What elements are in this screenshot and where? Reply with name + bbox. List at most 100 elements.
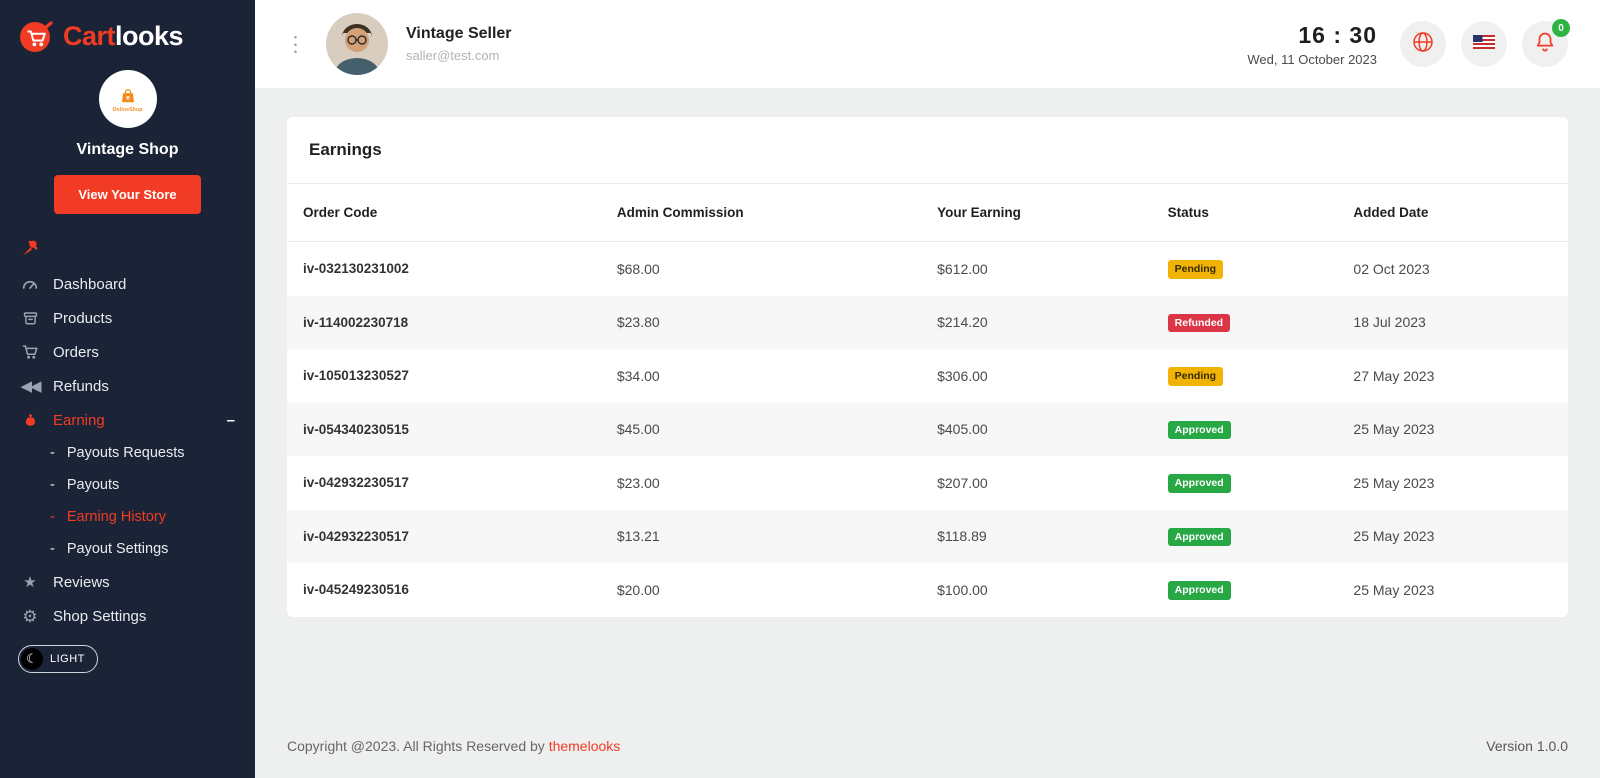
added-date-cell: 02 Oct 2023 [1353, 260, 1430, 277]
locale-flag-button[interactable] [1461, 21, 1507, 67]
sidebar-item-payouts[interactable]: Payouts [0, 469, 255, 501]
notifications-button[interactable]: 0 [1522, 19, 1570, 67]
your-earning-cell: $214.20 [937, 314, 988, 331]
shop-logo-text: OnlineShop [112, 106, 143, 113]
brand-name-primary: Cart [63, 20, 116, 51]
user-name: Vintage Seller [406, 25, 512, 42]
earnings-table-body: iv-032130231002 $68.00 $612.00 Pending 0… [287, 242, 1568, 617]
globe-icon [1411, 30, 1435, 59]
copyright-text: Copyright @2023. All Rights Reserved by [287, 738, 549, 754]
themelooks-link[interactable]: themelooks [548, 738, 621, 754]
shop-bag-icon: e [121, 88, 134, 102]
your-earning-cell: $612.00 [937, 260, 988, 277]
collapse-minus-icon[interactable]: – [226, 411, 235, 429]
sidebar-item-products[interactable]: Products [0, 301, 255, 335]
notification-count-badge: 0 [1552, 19, 1570, 37]
table-row: iv-032130231002 $68.00 $612.00 Pending 0… [287, 242, 1568, 296]
language-globe-button[interactable] [1400, 21, 1446, 67]
pushpin-icon[interactable] [20, 238, 40, 258]
main-column: ⋮ Vintage Seller saller@test.com 16 : 30… [255, 0, 1600, 778]
sidebar-item-earning-history[interactable]: Earning History [0, 501, 255, 533]
card-title: Earnings [287, 117, 1568, 184]
admin-commission-cell: $23.00 [616, 474, 660, 491]
table-row: iv-054340230515 $45.00 $405.00 Approved … [287, 402, 1568, 457]
sidebar-nav: Dashboard Products Orders ◀◀ Refunds [0, 267, 255, 633]
sub-item-label: Payouts Requests [66, 445, 185, 461]
added-date-cell: 25 May 2023 [1353, 474, 1435, 491]
order-code-cell: iv-042932230517 [303, 475, 409, 491]
admin-commission-cell: $13.21 [616, 528, 660, 545]
status-badge: Approved [1167, 420, 1231, 439]
col-admin-commission: Admin Commission [600, 184, 922, 242]
version-label: Version 1.0.0 [1486, 738, 1568, 754]
order-code-cell: iv-045249230516 [303, 582, 409, 598]
order-code-cell: iv-032130231002 [303, 261, 409, 277]
status-badge: Pending [1167, 260, 1224, 279]
admin-commission-cell: $23.80 [616, 314, 660, 331]
order-code-cell: iv-114002230718 [303, 314, 409, 330]
brand-name: Cartlooks [63, 20, 184, 52]
col-added-date: Added Date [1337, 184, 1568, 242]
sidebar-item-payout-settings[interactable]: Payout Settings [0, 533, 255, 565]
sidebar-item-label: Shop Settings [53, 607, 147, 625]
sidebar-item-label: Refunds [53, 377, 109, 395]
content: Earnings Order Code Admin Commission You… [255, 88, 1600, 720]
user-avatar[interactable] [326, 13, 388, 75]
sidebar-item-label: Dashboard [53, 275, 127, 293]
menu-toggle-icon[interactable]: ⋮ [285, 32, 306, 56]
sidebar-item-label: Orders [53, 343, 99, 361]
sidebar-item-refunds[interactable]: ◀◀ Refunds [0, 369, 255, 403]
sidebar-item-earning[interactable]: Earning – [0, 403, 255, 437]
brand-name-secondary: looks [115, 20, 184, 51]
added-date-cell: 27 May 2023 [1353, 367, 1435, 384]
sidebar-item-dashboard[interactable]: Dashboard [0, 267, 255, 301]
col-status: Status [1151, 184, 1338, 242]
status-cell: Pending [1152, 349, 1338, 403]
sidebar-item-shop-settings[interactable]: ⚙ Shop Settings [0, 599, 255, 633]
sidebar-item-orders[interactable]: Orders [0, 335, 255, 369]
sub-item-label: Payout Settings [66, 541, 169, 557]
cartlooks-cart-icon [18, 18, 54, 54]
order-code-cell: iv-042932230517 [303, 528, 409, 544]
sidebar-item-payouts-requests[interactable]: Payouts Requests [0, 437, 255, 469]
reviews-star-icon: ★ [23, 573, 37, 591]
your-earning-cell: $100.00 [937, 581, 988, 598]
sidebar-item-label: Products [53, 309, 113, 327]
shop-name: Vintage Shop [76, 141, 179, 158]
footer: Copyright @2023. All Rights Reserved by … [255, 720, 1600, 778]
earnings-card: Earnings Order Code Admin Commission You… [287, 117, 1568, 617]
status-cell: Approved [1152, 563, 1338, 617]
added-date-cell: 18 Jul 2023 [1353, 314, 1426, 331]
status-cell: Approved [1152, 403, 1338, 457]
status-cell: Refunded [1152, 296, 1338, 350]
status-cell: Approved [1152, 456, 1338, 510]
theme-label: LIGHT [50, 653, 85, 665]
theme-toggle[interactable]: ☾ LIGHT [18, 645, 98, 673]
shop-block: e OnlineShop Vintage Shop View Your Stor… [0, 70, 255, 214]
refunds-rewind-icon: ◀◀ [20, 377, 41, 395]
status-cell: Pending [1152, 242, 1338, 296]
sidebar-item-label: Earning [53, 411, 105, 429]
view-store-button[interactable]: View Your Store [54, 175, 201, 214]
user-block: Vintage Seller saller@test.com [406, 25, 512, 63]
table-header-row: Order Code Admin Commission Your Earning… [287, 184, 1568, 242]
added-date-cell: 25 May 2023 [1353, 581, 1435, 598]
added-date-cell: 25 May 2023 [1353, 421, 1435, 438]
settings-gear-icon: ⚙ [22, 606, 38, 626]
bell-icon [1533, 30, 1557, 59]
orders-cart-icon [20, 343, 40, 361]
us-flag-icon [1473, 34, 1495, 54]
earning-moneybag-icon [20, 411, 40, 429]
table-row: iv-042932230517 $13.21 $118.89 Approved … [287, 509, 1568, 563]
copyright: Copyright @2023. All Rights Reserved by … [287, 738, 620, 754]
sidebar-item-reviews[interactable]: ★ Reviews [0, 565, 255, 599]
status-badge: Pending [1167, 367, 1224, 386]
col-your-earning: Your Earning [921, 184, 1152, 242]
table-row: iv-114002230718 $23.80 $214.20 Refunded … [287, 295, 1568, 350]
shop-logo: e OnlineShop [98, 70, 157, 128]
clock-block: 16 : 30 Wed, 11 October 2023 [1247, 22, 1377, 67]
brand-logo[interactable]: Cartlooks [0, 0, 255, 62]
col-order-code: Order Code [287, 184, 601, 242]
order-code-cell: iv-054340230515 [303, 421, 409, 437]
